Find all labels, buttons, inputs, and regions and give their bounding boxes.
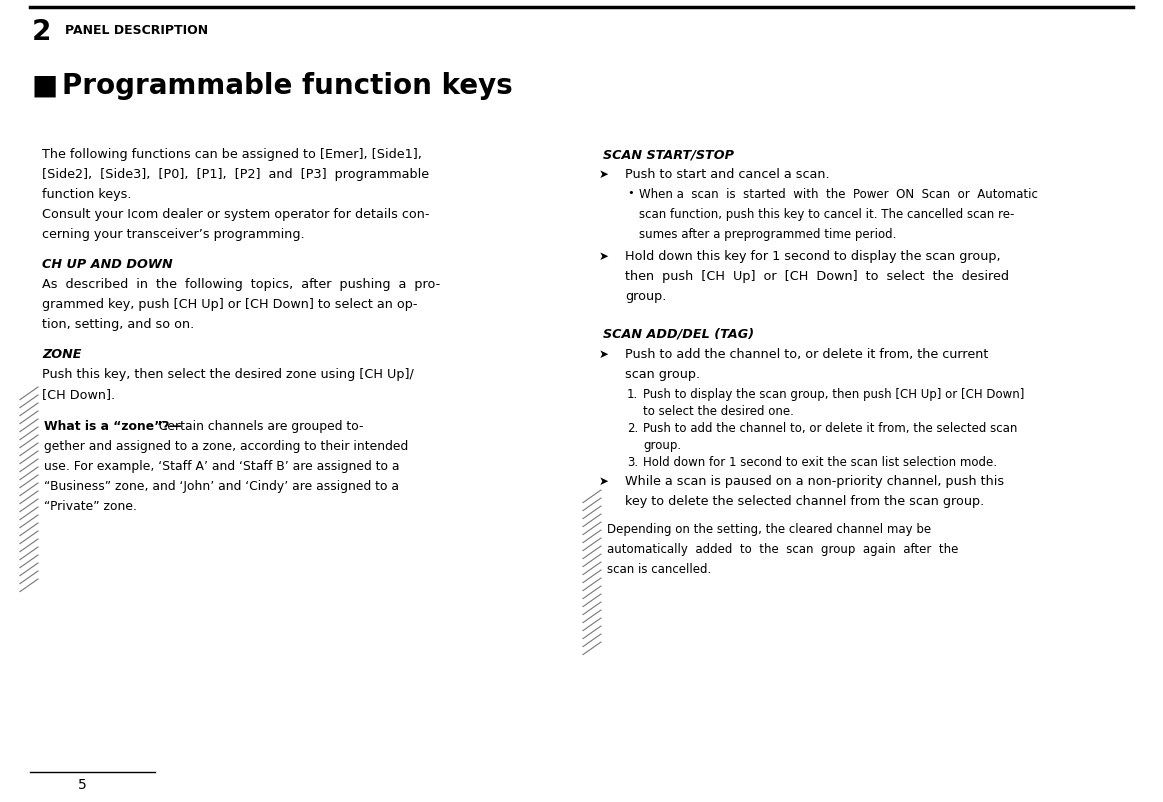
Text: Push to add the channel to, or delete it from, the current: Push to add the channel to, or delete it… xyxy=(625,347,989,361)
Text: 2.: 2. xyxy=(627,422,638,435)
Text: Hold down this key for 1 second to display the scan group,: Hold down this key for 1 second to displ… xyxy=(625,249,1000,263)
Text: [CH Down].: [CH Down]. xyxy=(42,387,115,400)
Text: SCAN ADD/DEL (TAG): SCAN ADD/DEL (TAG) xyxy=(602,327,754,341)
Text: Hold down for 1 second to exit the scan list selection mode.: Hold down for 1 second to exit the scan … xyxy=(643,456,997,468)
Text: When a  scan  is  started  with  the  Power  ON  Scan  or  Automatic: When a scan is started with the Power ON… xyxy=(638,188,1037,200)
Text: ZONE: ZONE xyxy=(42,347,81,361)
Text: Certain channels are grouped to-: Certain channels are grouped to- xyxy=(151,419,364,432)
Text: ■: ■ xyxy=(33,72,58,100)
Text: “Private” zone.: “Private” zone. xyxy=(44,500,137,512)
Text: SCAN START/STOP: SCAN START/STOP xyxy=(602,148,734,160)
Text: What is a “zone”?—: What is a “zone”?— xyxy=(44,419,181,432)
Text: ➤: ➤ xyxy=(599,249,609,263)
Text: 2: 2 xyxy=(33,18,51,46)
Text: “Business” zone, and ‘John’ and ‘Cindy’ are assigned to a: “Business” zone, and ‘John’ and ‘Cindy’ … xyxy=(44,480,399,492)
Text: ➤: ➤ xyxy=(599,347,609,361)
Text: scan is cancelled.: scan is cancelled. xyxy=(607,562,712,575)
Text: 3.: 3. xyxy=(627,456,638,468)
Text: Push this key, then select the desired zone using [CH Up]/: Push this key, then select the desired z… xyxy=(42,367,414,380)
Text: cerning your transceiver’s programming.: cerning your transceiver’s programming. xyxy=(42,228,305,241)
Text: Push to display the scan group, then push [CH Up] or [CH Down]: Push to display the scan group, then pus… xyxy=(643,387,1025,400)
Text: Depending on the setting, the cleared channel may be: Depending on the setting, the cleared ch… xyxy=(607,522,932,535)
Text: 1.: 1. xyxy=(627,387,638,400)
Text: tion, setting, and so on.: tion, setting, and so on. xyxy=(42,318,194,330)
Text: gether and assigned to a zone, according to their intended: gether and assigned to a zone, according… xyxy=(44,439,408,452)
Text: PANEL DESCRIPTION: PANEL DESCRIPTION xyxy=(65,24,208,37)
Text: As  described  in  the  following  topics,  after  pushing  a  pro-: As described in the following topics, af… xyxy=(42,277,441,290)
Text: While a scan is paused on a non-priority channel, push this: While a scan is paused on a non-priority… xyxy=(625,475,1004,488)
Text: [Side2],  [Side3],  [P0],  [P1],  [P2]  and  [P3]  programmable: [Side2], [Side3], [P0], [P1], [P2] and [… xyxy=(42,168,429,180)
Text: ➤: ➤ xyxy=(599,475,609,488)
Text: group.: group. xyxy=(625,290,666,302)
Text: automatically  added  to  the  scan  group  again  after  the: automatically added to the scan group ag… xyxy=(607,542,958,555)
Text: The following functions can be assigned to [Emer], [Side1],: The following functions can be assigned … xyxy=(42,148,422,160)
Text: then  push  [CH  Up]  or  [CH  Down]  to  select  the  desired: then push [CH Up] or [CH Down] to select… xyxy=(625,269,1009,282)
Text: CH UP AND DOWN: CH UP AND DOWN xyxy=(42,257,172,270)
Text: 5: 5 xyxy=(78,777,86,791)
Text: Consult your Icom dealer or system operator for details con-: Consult your Icom dealer or system opera… xyxy=(42,208,429,221)
Text: sumes after a preprogrammed time period.: sumes after a preprogrammed time period. xyxy=(638,228,897,241)
Text: Push to add the channel to, or delete it from, the selected scan: Push to add the channel to, or delete it… xyxy=(643,422,1018,435)
Text: •: • xyxy=(627,188,634,198)
Text: group.: group. xyxy=(643,439,682,452)
Text: to select the desired one.: to select the desired one. xyxy=(643,404,794,418)
Text: use. For example, ‘Staff A’ and ‘Staff B’ are assigned to a: use. For example, ‘Staff A’ and ‘Staff B… xyxy=(44,460,400,472)
Text: scan function, push this key to cancel it. The cancelled scan re-: scan function, push this key to cancel i… xyxy=(638,208,1014,221)
Text: key to delete the selected channel from the scan group.: key to delete the selected channel from … xyxy=(625,494,984,508)
Text: scan group.: scan group. xyxy=(625,367,700,380)
Text: function keys.: function keys. xyxy=(42,188,131,200)
Text: Programmable function keys: Programmable function keys xyxy=(62,72,513,100)
Text: ➤: ➤ xyxy=(599,168,609,180)
Text: grammed key, push [CH Up] or [CH Down] to select an op-: grammed key, push [CH Up] or [CH Down] t… xyxy=(42,298,418,310)
Text: Push to start and cancel a scan.: Push to start and cancel a scan. xyxy=(625,168,829,180)
